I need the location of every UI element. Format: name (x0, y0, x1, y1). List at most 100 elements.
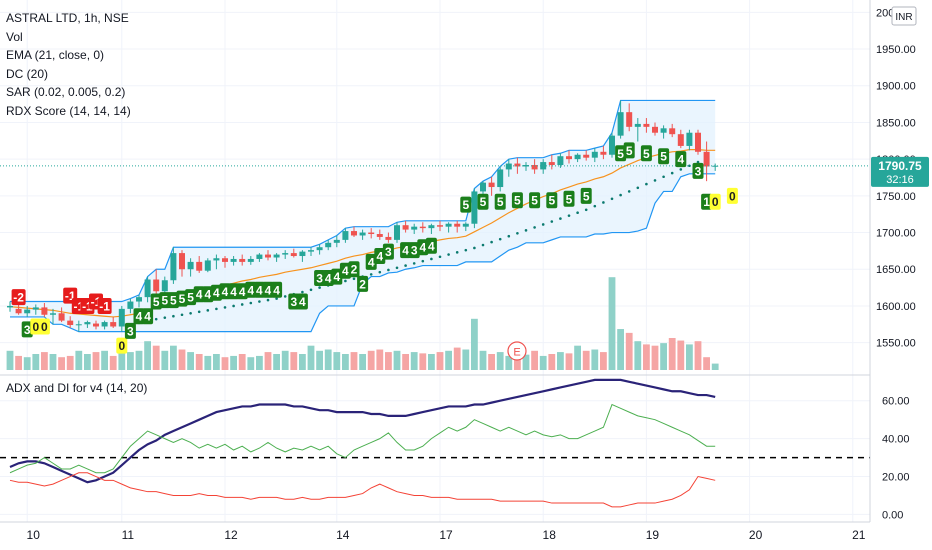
candle-body (385, 236, 392, 240)
rdx-label: 0 (116, 337, 128, 354)
volume-bar (247, 357, 255, 370)
rdx-label-value: 4 (428, 239, 435, 253)
rdx-label: 5 (529, 192, 541, 209)
candle (67, 316, 74, 328)
rdx-label-value: 0 (41, 320, 48, 334)
volume-bar (109, 355, 117, 370)
sar-dot (258, 300, 261, 303)
time-tick-label: 11 (122, 528, 135, 542)
rdx-label: 4 (245, 281, 257, 298)
rdx-label: 5 (477, 193, 489, 210)
candle (144, 276, 151, 303)
legend-rdx[interactable]: RDX Score (14, 14, 14) (6, 103, 131, 118)
sar-dot (189, 311, 192, 315)
volume-bar (84, 354, 91, 370)
legend: ASTRAL LTD, 1h, NSE Vol EMA (21, close, … (6, 9, 131, 121)
rdx-label-value: 3 (316, 272, 323, 286)
rdx-label-box (348, 261, 360, 278)
rdx-label-box (365, 253, 377, 270)
sar-dot (567, 214, 571, 217)
rdx-label: 3 (288, 293, 300, 310)
candle-body (239, 258, 246, 262)
sar-dots (129, 157, 708, 326)
sar-dot (215, 307, 218, 311)
volume-bar (488, 354, 495, 370)
rdx-label-value: 5 (480, 195, 487, 209)
volume-bar (428, 354, 435, 370)
volume-bar (161, 350, 169, 370)
volume-bar (419, 353, 427, 370)
rdx-label-value: 4 (144, 310, 151, 324)
rdx-label-box (245, 281, 257, 298)
rdx-label-box (726, 187, 738, 204)
rdx-label-value: -1 (65, 289, 76, 303)
rdx-label-value: -1 (99, 299, 110, 313)
legend-dc[interactable]: DC (20) (6, 66, 49, 81)
candle-body (428, 225, 435, 229)
volume-bar (281, 350, 289, 370)
rdx-label: 4 (236, 283, 248, 300)
candle (256, 253, 263, 262)
sar-dot (344, 279, 347, 283)
volume-bar (92, 352, 100, 370)
candle (213, 254, 220, 270)
rdx-label-value: 4 (325, 272, 332, 286)
sar-dot (636, 186, 640, 190)
candle-body (394, 225, 400, 240)
candle (566, 150, 572, 164)
rdx-label-box (563, 190, 575, 207)
sar-dot (249, 301, 253, 305)
rdx-label-value: 4 (230, 285, 237, 299)
currency-badge[interactable]: INR (891, 6, 917, 26)
candle-body (686, 132, 693, 146)
rdx-label-box (339, 262, 351, 279)
candle-body (93, 323, 99, 327)
price-tick-label: 1750.00 (876, 191, 916, 203)
rdx-label-value: 0 (118, 339, 125, 353)
rdx-label-value: 4 (402, 244, 409, 258)
volume-bar (694, 341, 702, 370)
rdx-label-value: 3 (411, 244, 418, 258)
rdx-label: 0 (726, 187, 738, 204)
rdx-label-box (675, 151, 687, 168)
rdx-label: 3 (408, 242, 420, 259)
candle-body (437, 225, 443, 227)
candle-body (497, 169, 504, 188)
oscillator-title[interactable]: ADX and DI for v4 (14, 20) (6, 381, 148, 395)
legend-ema[interactable]: EMA (21, close, 0) (6, 48, 105, 63)
volume-bar (548, 354, 556, 370)
legend-vol[interactable]: Vol (6, 29, 23, 44)
sar-dot (283, 295, 287, 298)
candle (368, 228, 375, 239)
rdx-label-box (150, 293, 162, 310)
rdx-label-box (116, 337, 128, 354)
rdx-label-box (580, 187, 592, 204)
sar-dot (516, 231, 519, 235)
earnings-marker: E (507, 341, 527, 361)
rdx-label-value: 4 (213, 286, 220, 300)
candle (497, 166, 504, 192)
rdx-label-box (21, 321, 33, 338)
rdx-label: 4 (219, 283, 231, 300)
rdx-label: -1 (97, 297, 112, 314)
volume-bar (677, 340, 685, 370)
candle (222, 256, 228, 268)
legend-symbol[interactable]: ASTRAL LTD, 1h, NSE (6, 11, 129, 25)
rdx-label: 4 (417, 239, 429, 256)
rdx-label-value: 4 (376, 250, 383, 264)
candle-body (153, 279, 160, 292)
earnings-circle (507, 341, 527, 361)
rdx-label: 2 (348, 261, 360, 278)
rdx-label: 5 (494, 193, 506, 210)
rdx-label-value: 2 (351, 263, 358, 277)
rdx-label-value: 4 (342, 264, 349, 278)
rdx-label-value: 2 (359, 277, 366, 291)
rdx-label-box (219, 283, 231, 300)
volume-bar (522, 354, 530, 370)
legend-sar[interactable]: SAR (0.02, 0.005, 0.2) (6, 85, 126, 100)
rdx-label: -2 (11, 289, 26, 306)
volume-bar (600, 352, 607, 370)
candle-body (600, 151, 607, 155)
rdx-label-value: 3 (695, 164, 702, 178)
